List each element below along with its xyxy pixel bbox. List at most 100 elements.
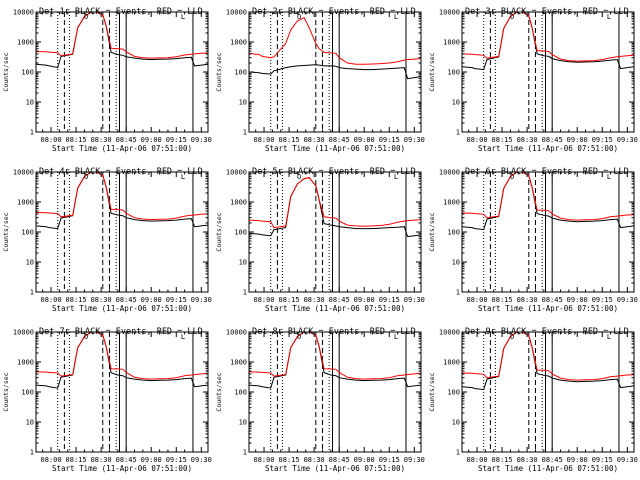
series-events-line [462, 332, 634, 391]
annotation-label: O [510, 333, 514, 341]
x-tick-label: 09:30 [617, 296, 638, 304]
series-group [462, 332, 634, 391]
y-tick-label: 1 [30, 449, 34, 457]
y-axis-label: Counts/sec [2, 212, 10, 251]
x-tick-label: 09:30 [191, 136, 212, 144]
y-tick-label: 10000 [439, 329, 460, 337]
series-lld-line [462, 332, 634, 381]
x-tick-label: 09:00 [567, 456, 588, 464]
series-lld-line [249, 332, 421, 380]
x-tick-label: 08:15 [492, 456, 513, 464]
x-tick-label: 08:30 [304, 136, 325, 144]
x-tick-label: 08:15 [66, 456, 87, 464]
x-tick-label: 09:00 [141, 136, 162, 144]
y-tick-label: 1000 [17, 39, 34, 47]
x-tick-label: 08:30 [517, 136, 538, 144]
series-events-line [36, 12, 208, 69]
y-tick-label: 10 [26, 259, 34, 267]
x-tick-label: 09:15 [592, 296, 613, 304]
y-tick-label: 10 [26, 99, 34, 107]
x-tick-label: 09:15 [379, 296, 400, 304]
panel-title: Det 3r BLACK = Events, RED = LLD [465, 7, 629, 17]
x-tick-label: 08:45 [116, 136, 137, 144]
y-tick-label: 1000 [17, 359, 34, 367]
y-tick-label: 1 [456, 449, 460, 457]
series-lld-line [249, 16, 421, 65]
annotation-label: O [297, 333, 301, 341]
x-tick-label: 09:00 [141, 296, 162, 304]
panel-title: Det 2r BLACK = Events, RED = LLD [252, 7, 416, 17]
annotation-label: O [297, 13, 301, 21]
y-tick-label: 100 [234, 229, 247, 237]
x-axis-label: Start Time (11-Apr-06 07:51:00) [52, 304, 192, 313]
annotation-label: O [297, 173, 301, 181]
y-tick-label: 10 [239, 419, 247, 427]
y-tick-label: 100 [447, 69, 460, 77]
series-lld-line [36, 332, 208, 380]
series-group [462, 12, 634, 71]
x-tick-label: 08:45 [542, 296, 563, 304]
series-events-line [36, 332, 208, 389]
y-tick-label: 10000 [226, 329, 247, 337]
plot-frame [461, 331, 635, 453]
x-tick-label: 08:00 [253, 296, 274, 304]
annotation-label: O [84, 173, 88, 181]
annotation-label: L [181, 173, 185, 181]
y-tick-label: 10000 [226, 9, 247, 17]
y-axis-label: Counts/sec [2, 52, 10, 91]
annotation-label: O [510, 13, 514, 21]
x-tick-label: 08:00 [40, 456, 61, 464]
y-tick-label: 1000 [230, 199, 247, 207]
panel-det-4r: 1 10 100 1000 10000 08:00 08:15 08:30 08:45 09:00… [2, 167, 212, 313]
y-axis-label: Counts/sec [428, 52, 436, 91]
x-tick-label: 08:45 [542, 136, 563, 144]
x-axis-label: Start Time (11-Apr-06 07:51:00) [265, 464, 405, 473]
series-group [249, 16, 421, 80]
y-axis-label: Counts/sec [215, 52, 223, 91]
plot-frame [248, 331, 422, 453]
y-tick-label: 100 [234, 389, 247, 397]
series-events-line [249, 64, 421, 80]
annotation-label: L [607, 13, 611, 21]
x-tick-label: 08:45 [116, 296, 137, 304]
panel-title: Det 4r BLACK = Events, RED = LLD [39, 167, 203, 177]
x-tick-label: 08:45 [116, 456, 137, 464]
y-tick-label: 10 [26, 419, 34, 427]
y-tick-label: 1 [243, 289, 247, 297]
annotation-label: L [394, 173, 398, 181]
series-events-line [462, 172, 634, 231]
series-group [249, 332, 421, 389]
x-tick-label: 09:15 [166, 456, 187, 464]
x-tick-label: 09:30 [404, 456, 425, 464]
x-tick-label: 08:00 [466, 136, 487, 144]
panel-det-5r: 1 10 100 1000 10000 08:00 08:15 08:30 08:45 09:00… [215, 167, 425, 313]
x-tick-label: 09:15 [592, 456, 613, 464]
y-tick-label: 10000 [13, 169, 34, 177]
panel-title: Det 8r BLACK = Events, RED = LLD [252, 327, 416, 337]
y-tick-label: 1 [30, 129, 34, 137]
x-tick-label: 09:15 [166, 136, 187, 144]
x-tick-label: 08:00 [466, 296, 487, 304]
panel-det-9r: 1 10 100 1000 10000 08:00 08:15 08:30 08:45 09:00… [428, 327, 638, 473]
series-events-line [249, 177, 421, 238]
series-group [36, 172, 208, 230]
x-axis-label: Start Time (11-Apr-06 07:51:00) [478, 144, 618, 153]
x-tick-label: 08:15 [492, 136, 513, 144]
plot-frame [35, 171, 209, 293]
x-tick-label: 08:30 [91, 456, 112, 464]
x-tick-label: 09:30 [191, 456, 212, 464]
x-tick-label: 09:30 [617, 136, 638, 144]
series-group [36, 12, 208, 69]
panel-det-7r: 1 10 100 1000 10000 08:00 08:15 08:30 08:45 09:00… [2, 327, 212, 473]
x-tick-label: 08:00 [253, 456, 274, 464]
x-axis-label: Start Time (11-Apr-06 07:51:00) [478, 464, 618, 473]
x-axis-label: Start Time (11-Apr-06 07:51:00) [265, 144, 405, 153]
panel-det-1r: 1 10 100 1000 10000 08:00 08:15 08:30 08:45 09:00… [2, 7, 212, 153]
y-tick-label: 100 [21, 389, 34, 397]
x-axis-label: Start Time (11-Apr-06 07:51:00) [478, 304, 618, 313]
panel-det-3r: 1 10 100 1000 10000 08:00 08:15 08:30 08:45 09:00… [428, 7, 638, 153]
annotation-label: L [607, 333, 611, 341]
annotation-label: L [394, 333, 398, 341]
x-tick-label: 09:30 [191, 296, 212, 304]
series-events-line [462, 12, 634, 71]
